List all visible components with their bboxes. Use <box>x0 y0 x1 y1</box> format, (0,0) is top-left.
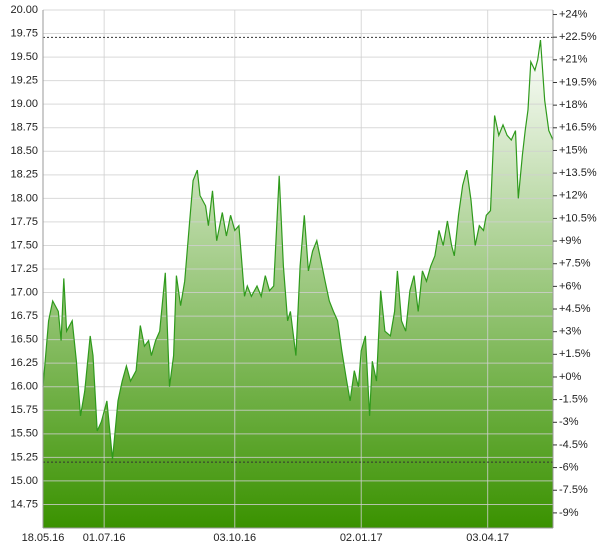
y2-tick-label: -3% <box>559 416 579 428</box>
y-tick-label: 17.25 <box>10 263 38 275</box>
x-tick-label: 02.01.17 <box>340 532 383 544</box>
y2-tick-label: -1.5% <box>559 394 588 406</box>
y2-tick-label: +9% <box>559 235 582 247</box>
price-line <box>42 40 554 460</box>
y-tick-label: 18.25 <box>10 169 38 181</box>
y2-tick-label: +15% <box>559 144 588 156</box>
y-tick-label: 14.75 <box>10 498 38 510</box>
y-tick-label: 19.50 <box>10 51 38 63</box>
y2-tick-label: +7.5% <box>559 258 591 270</box>
y2-tick-label: +19.5% <box>559 76 597 88</box>
y2-tick-label: +3% <box>559 326 582 338</box>
y2-tick-label: +1.5% <box>559 348 591 360</box>
y-tick-label: 17.75 <box>10 216 38 228</box>
y2-tick-label: +21% <box>559 54 588 66</box>
y-tick-label: 18.75 <box>10 122 38 134</box>
y2-tick-label: +16.5% <box>559 122 597 134</box>
y-tick-label: 16.00 <box>10 381 38 393</box>
y-tick-label: 16.50 <box>10 334 38 346</box>
area-fill <box>43 40 553 528</box>
y-tick-label: 20.00 <box>10 4 38 16</box>
y-tick-label: 19.25 <box>10 75 38 87</box>
y-tick-label: 15.00 <box>10 475 38 487</box>
y2-tick-label: -9% <box>559 507 579 519</box>
y2-tick-label: +4.5% <box>559 303 591 315</box>
y2-tick-label: -4.5% <box>559 439 588 451</box>
y2-tick-label: +13.5% <box>559 167 597 179</box>
x-tick-label: 01.07.16 <box>83 532 126 544</box>
y2-tick-label: -6% <box>559 461 579 473</box>
y2-tick-label: +6% <box>559 280 582 292</box>
y-tick-label: 15.75 <box>10 404 38 416</box>
y2-tick-label: +18% <box>559 99 588 111</box>
y-tick-label: 17.00 <box>10 286 38 298</box>
y-tick-label: 19.75 <box>10 27 38 39</box>
y-tick-label: 15.50 <box>10 428 38 440</box>
y-tick-label: 18.00 <box>10 192 38 204</box>
y-tick-label: 16.75 <box>10 310 38 322</box>
x-tick-label: 03.04.17 <box>466 532 509 544</box>
y2-tick-label: +24% <box>559 8 588 20</box>
x-tick-label: 03.10.16 <box>213 532 256 544</box>
y2-tick-label: +0% <box>559 371 582 383</box>
y2-tick-label: -7.5% <box>559 484 588 496</box>
y2-tick-label: +22.5% <box>559 31 597 43</box>
y2-tick-label: +10.5% <box>559 212 597 224</box>
y-tick-label: 17.50 <box>10 239 38 251</box>
x-tick-label: 18.05.16 <box>22 532 65 544</box>
y-tick-label: 19.00 <box>10 98 38 110</box>
y-tick-label: 15.25 <box>10 451 38 463</box>
y-tick-label: 18.50 <box>10 145 38 157</box>
y-tick-label: 16.25 <box>10 357 38 369</box>
y2-tick-label: +12% <box>559 190 588 202</box>
